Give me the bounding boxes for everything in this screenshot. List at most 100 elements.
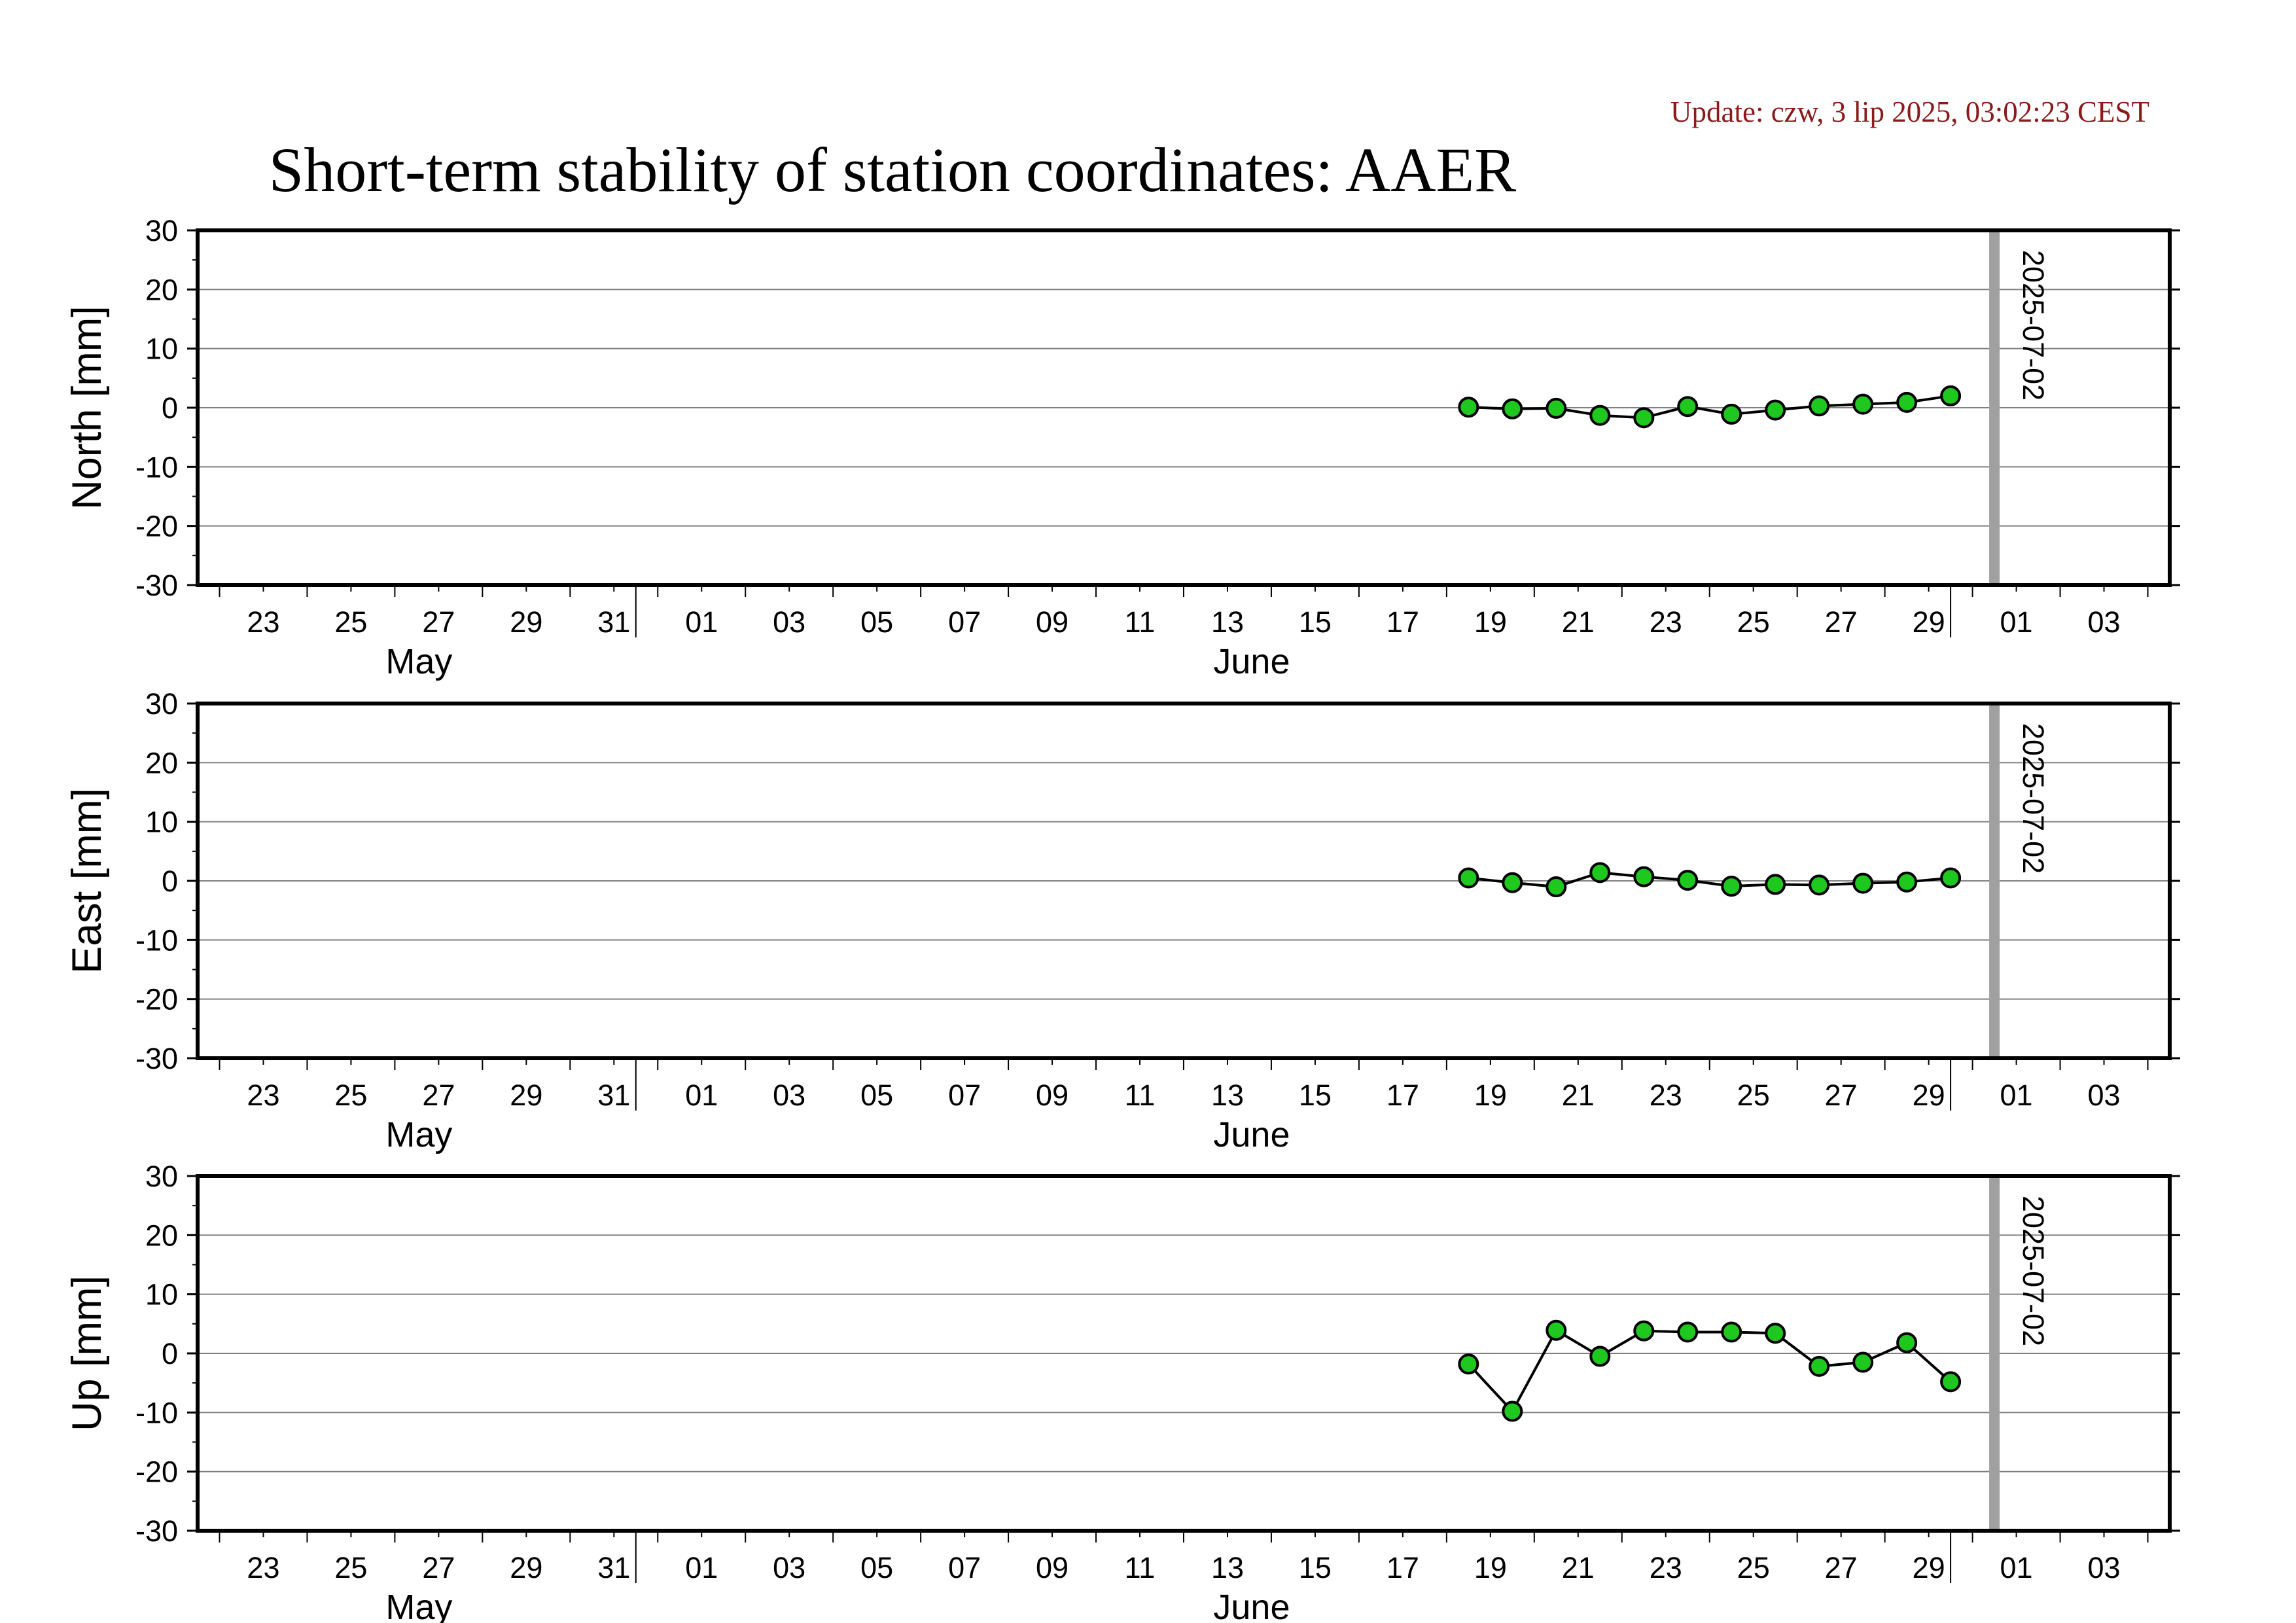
data-point	[1852, 1351, 1874, 1373]
x-tick-label: 23	[1650, 605, 1682, 639]
y-tick-label: 0	[162, 865, 178, 898]
month-label: May	[385, 642, 452, 681]
data-point	[1458, 867, 1479, 889]
month-label: June	[1213, 1588, 1290, 1623]
x-tick-label: 11	[1125, 1551, 1156, 1584]
x-tick-label: 11	[1125, 605, 1156, 639]
x-tick-label: 29	[1913, 1079, 1945, 1112]
x-tick-label: 03	[2088, 1079, 2121, 1112]
x-tick-label: 25	[1737, 605, 1770, 639]
x-tick-label: 29	[1913, 1551, 1945, 1584]
data-point	[1502, 872, 1523, 893]
x-tick-label: 15	[1299, 605, 1332, 639]
x-tick-label: 15	[1299, 1551, 1332, 1584]
x-tick-label: 07	[948, 1551, 981, 1584]
x-tick-label: 01	[2000, 1079, 2033, 1112]
x-tick-label: 27	[1825, 1551, 1858, 1584]
y-tick-label: 20	[145, 746, 178, 779]
data-point	[1896, 391, 1918, 413]
data-point	[1589, 862, 1611, 883]
x-tick-label: 17	[1386, 1079, 1419, 1112]
x-tick-label: 31	[597, 1551, 630, 1584]
y-tick-label: -30	[135, 1042, 178, 1075]
data-point	[1721, 876, 1742, 897]
x-tick-label: 07	[948, 1079, 981, 1112]
x-tick-label: 29	[1913, 605, 1945, 639]
y-tick-label: 10	[145, 806, 178, 839]
y-tick-label: -30	[135, 569, 178, 602]
data-point	[1896, 871, 1918, 893]
data-point	[1896, 1332, 1918, 1353]
month-label: May	[385, 1588, 452, 1623]
x-tick-label: 01	[685, 605, 718, 639]
x-tick-label: 29	[510, 1079, 542, 1112]
data-point	[1545, 876, 1567, 898]
x-tick-label: 21	[1562, 1079, 1595, 1112]
y-tick-label: -20	[135, 510, 178, 543]
data-point	[1633, 1320, 1655, 1342]
y-tick-label: 0	[162, 391, 178, 425]
x-tick-label: 03	[773, 1079, 805, 1112]
month-label: June	[1213, 1115, 1290, 1154]
data-point	[1545, 1319, 1567, 1341]
x-tick-label: 09	[1036, 605, 1069, 639]
x-tick-label: 29	[510, 1551, 542, 1584]
x-tick-label: 23	[1650, 1551, 1682, 1584]
x-tick-label: 23	[247, 1551, 279, 1584]
x-tick-label: 19	[1474, 1551, 1507, 1584]
y-tick-label: 0	[162, 1337, 178, 1370]
x-tick-label: 01	[685, 1079, 718, 1112]
series-line	[1468, 871, 1951, 889]
x-tick-label: 17	[1386, 1551, 1419, 1584]
data-point	[1809, 874, 1830, 896]
x-tick-label: 27	[1825, 605, 1858, 639]
month-label: June	[1213, 642, 1290, 681]
x-tick-label: 27	[422, 605, 455, 639]
data-point	[1633, 866, 1655, 887]
plot-frame	[196, 702, 2172, 1060]
y-tick-label: 30	[145, 1160, 178, 1193]
x-tick-label: 13	[1211, 1079, 1244, 1112]
x-tick-label: 27	[422, 1079, 455, 1112]
data-point	[1852, 872, 1874, 894]
x-tick-label: 27	[422, 1551, 455, 1584]
y-tick-label: -20	[135, 983, 178, 1016]
x-tick-label: 21	[1562, 1551, 1595, 1584]
data-point	[1589, 404, 1611, 426]
plot-frame	[196, 1174, 2172, 1533]
data-point	[1940, 385, 1962, 406]
y-tick-label: -30	[135, 1514, 178, 1548]
x-tick-label: 31	[597, 605, 630, 639]
date-marker-label: 2025-07-02	[2017, 723, 2050, 874]
data-point	[1940, 867, 1962, 889]
data-point	[1765, 874, 1786, 895]
x-tick-label: 03	[2088, 1551, 2121, 1584]
data-point	[1940, 1371, 1962, 1393]
y-tick-label: 10	[145, 1278, 178, 1311]
y-tick-label: -10	[135, 923, 178, 957]
y-axis-title: East [mm]	[64, 788, 110, 974]
x-tick-label: 25	[334, 1551, 367, 1584]
update-timestamp: Update: czw, 3 lip 2025, 03:02:23 CEST	[1670, 96, 2149, 128]
date-marker-label: 2025-07-02	[2017, 1196, 2050, 1346]
y-tick-label: -10	[135, 450, 178, 484]
x-tick-label: 03	[773, 1551, 805, 1584]
chart-title: Short-term stability of station coordina…	[269, 135, 1516, 205]
x-tick-label: 27	[1825, 1079, 1858, 1112]
data-point	[1677, 396, 1699, 418]
x-tick-label: 05	[860, 1551, 893, 1584]
y-tick-label: 20	[145, 273, 178, 306]
data-point	[1458, 397, 1479, 418]
y-tick-label: 30	[145, 687, 178, 721]
y-tick-label: 30	[145, 214, 178, 247]
x-tick-label: 01	[685, 1551, 718, 1584]
date-marker-label: 2025-07-02	[2017, 250, 2050, 401]
data-point	[1633, 407, 1655, 429]
x-tick-label: 25	[1737, 1551, 1770, 1584]
x-tick-label: 25	[1737, 1079, 1770, 1112]
series-line	[1468, 394, 1951, 419]
series-line	[1467, 1328, 1952, 1414]
